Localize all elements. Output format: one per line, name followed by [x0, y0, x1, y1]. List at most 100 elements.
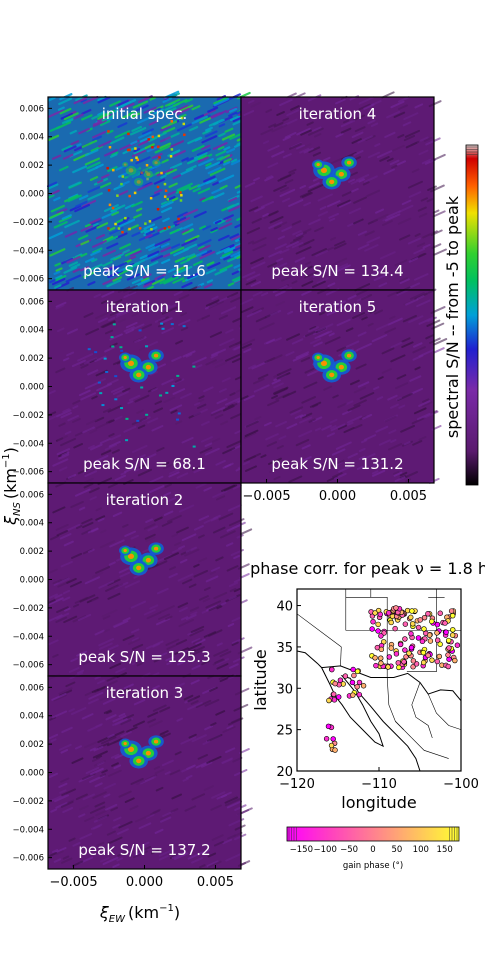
noise-streak: [260, 128, 274, 136]
noise-streak: [131, 312, 139, 317]
noise-streak: [131, 417, 147, 426]
noise-streak: [432, 347, 445, 354]
noise-streak: [191, 734, 207, 743]
noise-streak: [432, 338, 448, 346]
noise-streak: [56, 327, 65, 333]
noise-streak: [55, 523, 69, 531]
noise-streak: [130, 777, 144, 785]
noise-streak: [130, 126, 147, 136]
noise-streak: [103, 149, 118, 157]
noise-streak: [147, 341, 158, 347]
noise-streak: [91, 395, 98, 400]
noise-streak: [54, 794, 70, 803]
noise-streak: [244, 429, 259, 437]
noise-streak: [85, 328, 100, 336]
noise-streak: [320, 266, 328, 271]
noise-streak: [64, 230, 78, 238]
noise-streak: [413, 273, 429, 281]
noise-streak: [267, 399, 280, 407]
noise-streak: [335, 441, 352, 450]
y-tick-label: 0.000: [20, 190, 44, 200]
noise-speck: [180, 194, 183, 197]
noise-streak: [72, 399, 81, 405]
noise-streak: [244, 181, 256, 188]
noise-streak: [134, 394, 150, 403]
noise-streak: [358, 178, 365, 183]
station-point: [442, 620, 448, 626]
noise-streak: [121, 113, 132, 120]
noise-streak: [356, 342, 372, 352]
noise-streak: [118, 102, 135, 112]
noise-streak: [78, 194, 89, 201]
noise-streak: [95, 422, 109, 430]
noise-streak: [224, 127, 234, 133]
noise-streak: [347, 421, 354, 426]
noise-streak: [95, 312, 109, 320]
noise-streak: [72, 841, 81, 847]
noise-streak: [127, 400, 134, 405]
noise-streak: [432, 248, 447, 256]
noise-streak: [399, 471, 408, 477]
y-axes: 0.0060.0040.0020.000−0.002−0.004−0.0060.…: [13, 104, 52, 864]
noise-streak: [328, 332, 335, 337]
noise-streak: [145, 536, 156, 543]
noise-streak: [274, 337, 282, 342]
noise-streak: [186, 254, 198, 261]
noise-streak: [373, 386, 380, 391]
noise-streak: [103, 782, 116, 790]
noise-streak: [426, 319, 441, 327]
noise-streak: [133, 147, 147, 155]
noise-streak: [203, 516, 218, 524]
noise-streak: [81, 772, 96, 781]
noise-streak: [130, 600, 146, 609]
noise-streak: [115, 310, 131, 318]
noise-streak: [109, 333, 123, 341]
noise-streak: [394, 476, 406, 483]
noise-streak: [180, 616, 189, 621]
noise-streak: [309, 338, 322, 345]
station-point: [402, 636, 408, 642]
x-tick-label: −0.005: [242, 489, 290, 504]
noise-streak: [215, 710, 226, 716]
noise-streak: [295, 351, 310, 359]
noise-streak: [222, 725, 236, 733]
y-tick-label: −0.006: [13, 661, 44, 671]
noise-streak: [87, 192, 103, 201]
noise-streak: [397, 134, 405, 139]
noise-streak: [351, 131, 364, 139]
station-point: [449, 632, 456, 638]
noise-streak: [218, 160, 225, 165]
noise-streak: [236, 534, 244, 539]
noise-streak: [190, 611, 198, 616]
source-peak: [329, 372, 335, 378]
noise-streak: [113, 303, 122, 309]
noise-streak: [294, 256, 306, 263]
noise-streak: [220, 306, 237, 315]
noise-streak: [120, 718, 132, 726]
noise-streak: [243, 394, 255, 401]
noise-streak: [340, 127, 352, 134]
noise-streak: [70, 263, 81, 270]
noise-streak: [367, 119, 376, 125]
noise-streak: [162, 303, 177, 312]
noise-streak: [413, 407, 427, 415]
noise-streak: [54, 274, 63, 280]
noise-streak: [286, 333, 301, 341]
noise-streak: [153, 108, 164, 115]
noise-streak: [261, 292, 269, 297]
noise-streak: [214, 361, 227, 369]
noise-streak: [96, 383, 112, 392]
noise-streak: [89, 747, 96, 752]
noise-streak: [326, 310, 337, 316]
noise-streak: [188, 253, 196, 258]
noise-streak: [176, 216, 191, 225]
noise-streak: [312, 151, 322, 157]
noise-streak: [218, 234, 230, 242]
noise-streak: [307, 326, 319, 333]
noise-streak: [80, 225, 94, 232]
noise-streak: [215, 556, 224, 562]
source-peak: [346, 160, 352, 165]
noise-streak: [152, 672, 160, 677]
noise-streak: [131, 172, 141, 178]
